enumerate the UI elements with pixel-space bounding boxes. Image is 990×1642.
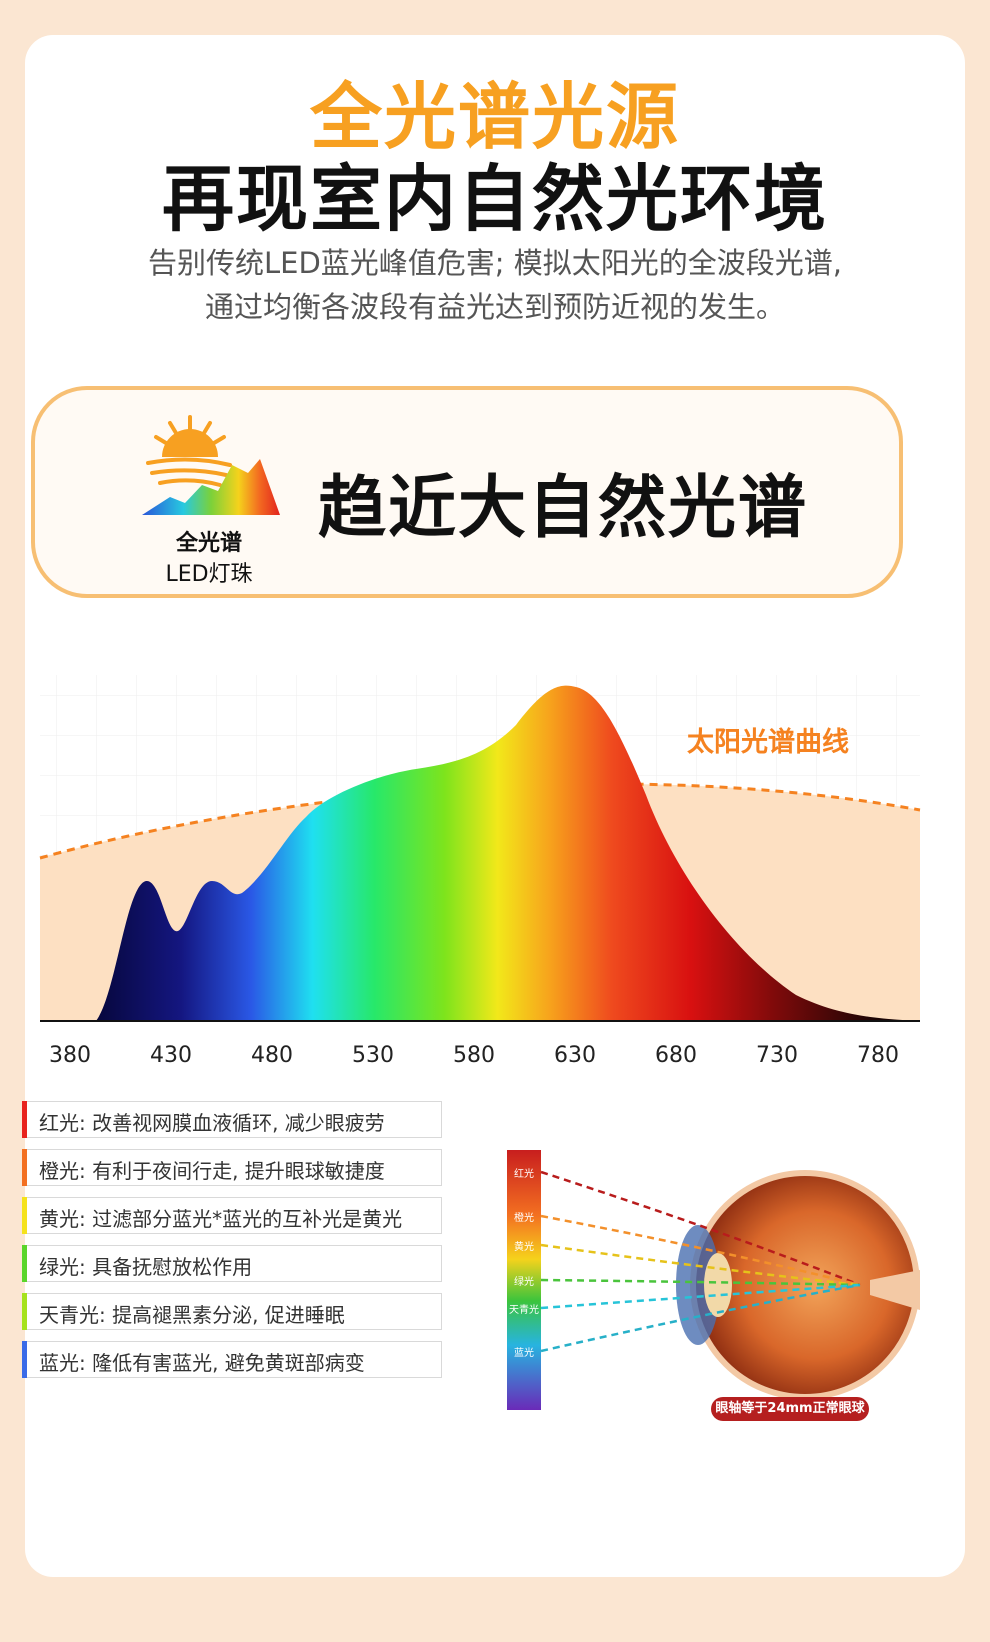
x-tick-label: 530 [352,1043,394,1068]
list-item-text: 橙光: 有利于夜间行走, 提升眼球敏捷度 [39,1159,385,1183]
red-marker [22,1101,27,1138]
list-item-text: 黄光: 过滤部分蓝光*蓝光的互补光是黄光 [39,1207,403,1231]
spectrum-chart [39,675,921,1022]
yellow-marker [22,1197,27,1234]
page-title: 再现室内自然光环境 [161,157,828,241]
list-item: 红光: 改善视网膜血液循环, 减少眼疲劳 [22,1101,442,1138]
x-tick-label: 430 [150,1043,192,1068]
x-tick-label: 630 [554,1043,596,1068]
color-band-bar [507,1150,541,1410]
band-label: 橙光 [514,1211,534,1224]
x-tick-label: 730 [756,1043,798,1068]
cyan-marker [22,1293,27,1330]
light-benefits-list: 红光: 改善视网膜血液循环, 减少眼疲劳 橙光: 有利于夜间行走, 提升眼球敏捷… [22,1101,442,1389]
list-item: 橙光: 有利于夜间行走, 提升眼球敏捷度 [22,1149,442,1186]
band-label: 天青光 [509,1303,539,1316]
sunlight-curve-label: 太阳光谱曲线 [687,727,849,758]
x-tick-label: 480 [251,1043,293,1068]
x-tick-label: 380 [49,1043,91,1068]
sun-spectrum-icon [142,415,280,515]
page-title-highlight: 全光谱光源 [309,75,680,159]
blue-marker [22,1341,27,1378]
badge-heading: 趋近大自然光谱 [318,469,809,548]
led-label-bold: 全光谱 [175,531,242,556]
list-item-text: 红光: 改善视网膜血液循环, 减少眼疲劳 [39,1111,385,1135]
x-tick-label: 680 [655,1043,697,1068]
list-item: 蓝光: 隆低有害蓝光, 避免黄斑部病变 [22,1341,442,1378]
list-item: 绿光: 具备抚慰放松作用 [22,1245,442,1282]
led-label: LED灯珠 [165,562,253,587]
list-item-text: 蓝光: 隆低有害蓝光, 避免黄斑部病变 [39,1351,365,1375]
band-label: 蓝光 [514,1346,534,1359]
subtitle-line-2: 通过均衡各波段有益光达到预防近视的发生。 [204,290,785,324]
list-item-text: 天青光: 提高褪黑素分泌, 促进睡眠 [39,1303,345,1327]
band-label: 红光 [514,1167,534,1180]
orange-marker [22,1149,27,1186]
x-tick-label: 780 [857,1043,899,1068]
subtitle-line-1: 告别传统LED蓝光峰值危害; 模拟太阳光的全波段光谱, [147,246,843,280]
list-item: 天青光: 提高褪黑素分泌, 促进睡眠 [22,1293,442,1330]
eye-diagram: 红光 橙光 黄光 绿光 天青光 蓝光 [507,1150,920,1410]
led-spectrum-area [40,685,920,1021]
x-tick-label: 580 [453,1043,495,1068]
list-item-text: 绿光: 具备抚慰放松作用 [39,1255,253,1279]
band-label: 黄光 [514,1240,534,1253]
green-marker [22,1245,27,1282]
band-label: 绿光 [514,1275,534,1288]
full-spectrum-badge: 全光谱 LED灯珠 趋近大自然光谱 [31,386,903,598]
eye-caption-badge: 眼轴等于24mm正常眼球 [711,1397,869,1421]
list-item: 黄光: 过滤部分蓝光*蓝光的互补光是黄光 [22,1197,442,1234]
